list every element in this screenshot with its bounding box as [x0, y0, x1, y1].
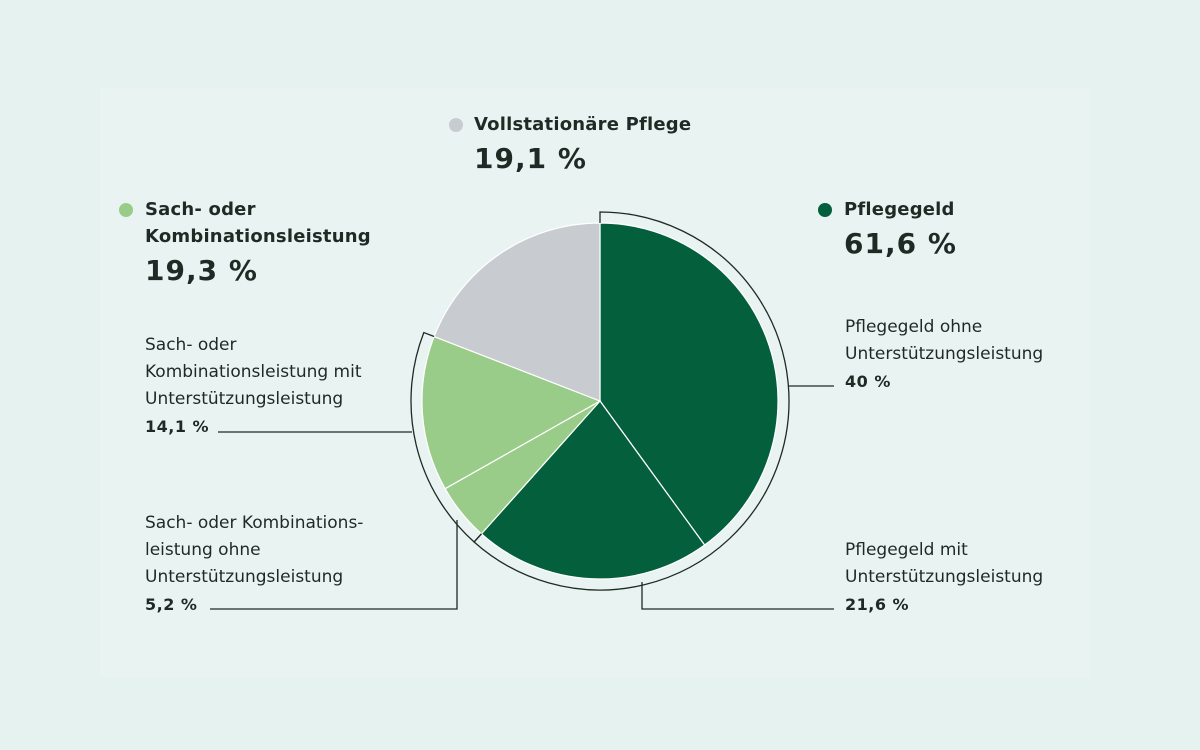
- legend-pflegegeld: Pflegegeld 61,6 %: [844, 196, 957, 260]
- label-sk-mit-value: 14,1 %: [145, 417, 210, 436]
- legend-dot-voll: [449, 118, 463, 132]
- pie-slice-pg-ohne: [599, 222, 779, 546]
- label-sk-mit-line-2: Kombinationsleistung mit: [145, 362, 362, 382]
- legend-pflegegeld-value: 61,6 %: [844, 227, 957, 260]
- label-pg-ohne-line-1: Pflegegeld ohne: [845, 317, 983, 337]
- legend-pflegegeld-label: Pflegegeld: [844, 199, 955, 220]
- legend-dot-sach: [119, 203, 133, 217]
- pie-slice-pg-mit: [480, 400, 706, 580]
- legend-dot-pflegegeld: [818, 203, 832, 217]
- label-pg-mit-line-1: Pflegegeld mit: [845, 540, 968, 560]
- label-sk-ohne: Sach- oder Kombinations- leistung ohne U…: [145, 510, 363, 618]
- label-pg-mit-value: 21,6 %: [845, 595, 910, 614]
- label-pg-ohne: Pflegegeld ohne Unterstützungsleistung 4…: [845, 314, 1043, 395]
- legend-voll-label: Vollstationäre Pflege: [474, 114, 692, 135]
- pie-slice-sk-mit: [421, 335, 602, 490]
- label-pg-mit: Pflegegeld mit Unterstützungsleistung 21…: [845, 537, 1043, 618]
- legend-sach-label-1: Sach- oder: [145, 199, 256, 220]
- leader-sk-ohne: [210, 520, 458, 610]
- legend-voll: Vollstationäre Pflege 19,1 %: [474, 111, 691, 175]
- legend-sach-value: 19,3 %: [145, 254, 258, 287]
- label-sk-ohne-value: 5,2 %: [145, 595, 198, 614]
- label-pg-ohne-value: 40 %: [845, 372, 891, 391]
- label-sk-ohne-line-1: Sach- oder Kombinations-: [145, 513, 364, 533]
- legend-voll-value: 19,1 %: [474, 142, 587, 175]
- label-sk-mit-line-3: Unterstützungsleistung: [145, 389, 344, 409]
- label-sk-ohne-line-2: leistung ohne: [145, 540, 261, 560]
- label-sk-ohne-line-3: Unterstützungsleistung: [145, 567, 344, 587]
- label-sk-mit: Sach- oder Kombinationsleistung mit Unte…: [145, 332, 362, 440]
- label-pg-ohne-line-2: Unterstützungsleistung: [845, 344, 1044, 364]
- leader-pg-mit: [641, 582, 834, 610]
- bracket-pflegegeld: [473, 211, 790, 591]
- label-pg-mit-line-2: Unterstützungsleistung: [845, 567, 1044, 587]
- legend-sach: Sach- oder Kombinationsleistung 19,3 %: [145, 196, 371, 287]
- legend-sach-label-2: Kombinationsleistung: [145, 226, 371, 247]
- label-sk-mit-line-1: Sach- oder: [145, 335, 237, 355]
- pie-slice-voll: [433, 222, 601, 402]
